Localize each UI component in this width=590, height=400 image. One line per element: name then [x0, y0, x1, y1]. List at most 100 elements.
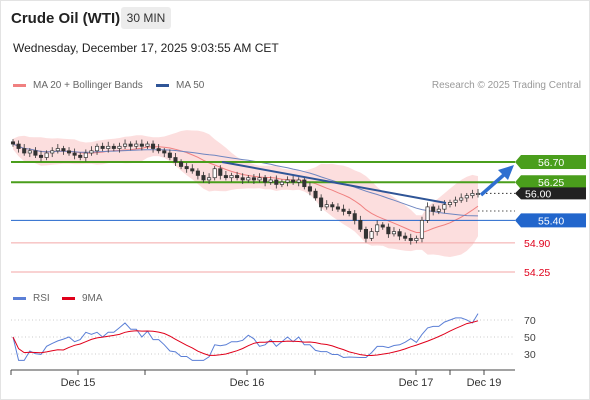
timestamp: Wednesday, December 17, 2025 9:03:55 AM … — [13, 41, 279, 55]
candle-body — [257, 177, 262, 181]
candle-body — [408, 237, 413, 241]
legend-swatch — [13, 297, 26, 300]
legend-label: MA 20 + Bollinger Bands — [33, 80, 143, 91]
candle-body — [403, 235, 408, 239]
candle-body — [190, 168, 195, 172]
candle-body — [436, 208, 441, 212]
candle-body — [50, 150, 55, 154]
candle-body — [128, 143, 133, 147]
legend-label: MA 50 — [176, 80, 205, 91]
candle-body — [134, 143, 139, 147]
candle-body — [106, 145, 111, 149]
candle-body — [425, 206, 430, 221]
candle-body — [363, 228, 368, 239]
candle-body — [442, 204, 447, 210]
candle-body — [139, 143, 144, 147]
candle-body — [419, 220, 425, 239]
candle-body — [431, 206, 436, 212]
candle-body — [324, 204, 329, 208]
candle-body — [212, 168, 217, 179]
instrument-title: Crude Oil (WTI) — [11, 10, 121, 27]
candle-body — [195, 170, 200, 176]
candle-body — [38, 154, 44, 158]
candle-body — [369, 231, 374, 239]
bollinger-band — [13, 130, 478, 257]
rsi-9ma-line — [12, 320, 479, 357]
legend-rsi: RSI — [13, 293, 50, 304]
x-tick-label: Dec 16 — [230, 377, 265, 389]
candle-body — [475, 193, 481, 195]
candle-body — [347, 211, 352, 214]
candle-body — [95, 145, 100, 152]
candle-body — [352, 213, 357, 221]
candle-body — [89, 150, 94, 154]
candle-body — [173, 157, 178, 163]
resistance-tag — [515, 175, 586, 190]
candle-body — [330, 204, 335, 208]
candle-body — [268, 179, 273, 183]
candle-body — [313, 190, 318, 199]
candle-body — [397, 231, 402, 237]
candle-body — [201, 175, 206, 181]
rsi-line — [12, 313, 479, 361]
candle-body — [296, 179, 301, 183]
candle-body — [184, 166, 189, 170]
candle-body — [78, 154, 83, 158]
candle-body — [386, 226, 391, 235]
candle-body — [251, 177, 256, 181]
candle-body — [162, 150, 167, 154]
candle-body — [111, 145, 116, 149]
resistance-label: 56.25 — [538, 177, 564, 189]
candle-body — [72, 152, 77, 156]
candle-body — [100, 145, 105, 149]
candle-body — [66, 150, 72, 154]
candle-body — [223, 175, 228, 179]
candle-body — [447, 202, 453, 206]
legend-9ma: 9MA — [62, 293, 103, 304]
candle-body — [391, 231, 396, 235]
candle-body — [380, 224, 385, 228]
candle-body — [470, 193, 475, 197]
candle-body — [145, 143, 150, 147]
candle-body — [55, 148, 60, 152]
candle-body — [235, 175, 240, 179]
legend-swatch — [13, 84, 26, 87]
candle-body — [179, 161, 184, 167]
legend-swatch — [156, 84, 169, 87]
last-price-tag — [515, 187, 586, 200]
candle-body — [156, 148, 161, 152]
target-arrow-shaft — [479, 171, 508, 197]
candle-body — [263, 177, 268, 183]
candle-body — [16, 143, 21, 149]
candle-body — [375, 224, 380, 232]
support-label: 54.90 — [524, 238, 550, 250]
candle-body — [10, 141, 16, 145]
candle-body — [453, 199, 458, 203]
copyright-text: Research © 2025 Trading Central — [431, 80, 581, 91]
candle-body — [229, 175, 234, 179]
x-tick-label: Dec 15 — [61, 377, 96, 389]
last-price-label: 56.00 — [525, 188, 551, 200]
timeframe-badge[interactable]: 30 MIN — [121, 7, 171, 29]
candle-body — [464, 195, 469, 199]
pivot-label: 55.40 — [538, 215, 564, 227]
candle-body — [240, 177, 245, 181]
candle-body — [414, 237, 419, 241]
candle-body — [218, 168, 223, 176]
resistance-label: 56.70 — [538, 157, 564, 169]
candle-body — [22, 148, 27, 154]
candle-body — [302, 179, 307, 188]
candle-body — [291, 179, 296, 183]
candle-body — [117, 145, 122, 149]
candle-body — [335, 206, 340, 210]
candle-body — [33, 150, 38, 156]
candle-body — [151, 143, 156, 149]
trendline — [221, 161, 447, 204]
legend-label: 9MA — [82, 293, 103, 304]
legend-ma50: MA 50 — [156, 80, 204, 91]
candle-body — [274, 179, 279, 185]
legend-swatch — [62, 297, 75, 300]
x-tick-label: Dec 19 — [467, 377, 502, 389]
resistance-tag — [515, 155, 586, 169]
